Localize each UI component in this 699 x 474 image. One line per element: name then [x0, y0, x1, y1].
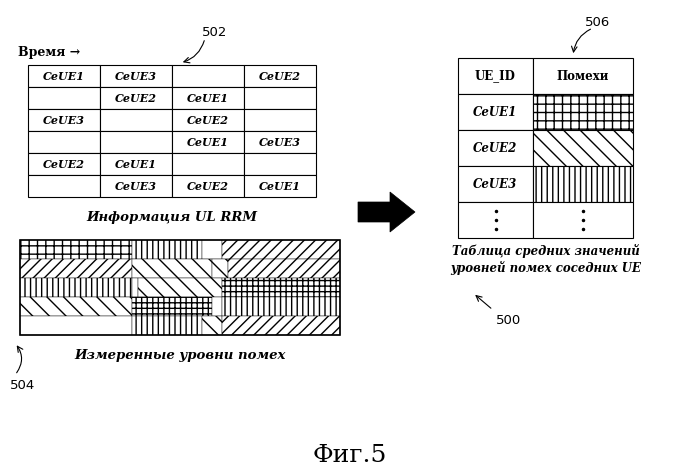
Bar: [533, 202, 633, 238]
Text: 502: 502: [202, 26, 228, 38]
Bar: [222, 316, 340, 335]
Bar: [100, 131, 172, 153]
Bar: [20, 259, 132, 278]
Text: CeUE3: CeUE3: [43, 115, 85, 126]
Bar: [100, 153, 172, 175]
Bar: [244, 87, 316, 109]
Bar: [138, 278, 222, 297]
Text: CeUE3: CeUE3: [115, 181, 157, 191]
Bar: [132, 316, 203, 335]
Bar: [172, 109, 244, 131]
Bar: [533, 130, 633, 166]
Bar: [244, 65, 316, 87]
Bar: [20, 278, 132, 297]
Bar: [212, 297, 222, 316]
Text: CeUE3: CeUE3: [115, 71, 157, 82]
Bar: [20, 297, 132, 316]
Bar: [132, 297, 212, 316]
Text: CeUE2: CeUE2: [259, 71, 301, 82]
Bar: [458, 94, 533, 130]
Bar: [28, 109, 100, 131]
Text: CeUE1: CeUE1: [187, 137, 229, 147]
Bar: [20, 316, 132, 335]
Bar: [132, 259, 212, 278]
Bar: [28, 175, 100, 197]
Bar: [172, 87, 244, 109]
Bar: [244, 175, 316, 197]
Bar: [458, 58, 533, 94]
Bar: [533, 166, 633, 202]
Bar: [222, 240, 340, 259]
Bar: [244, 153, 316, 175]
Bar: [244, 131, 316, 153]
Bar: [533, 58, 633, 94]
Bar: [28, 65, 100, 87]
Text: CeUE2: CeUE2: [115, 92, 157, 103]
Text: CeUE2: CeUE2: [187, 115, 229, 126]
Bar: [20, 240, 132, 259]
Bar: [222, 278, 340, 297]
Bar: [458, 130, 533, 166]
Bar: [28, 131, 100, 153]
Text: CeUE1: CeUE1: [473, 106, 518, 118]
Text: CeUE3: CeUE3: [259, 137, 301, 147]
Bar: [100, 109, 172, 131]
Bar: [132, 278, 138, 297]
Bar: [203, 316, 222, 335]
Text: UE_ID: UE_ID: [475, 70, 516, 82]
Bar: [172, 175, 244, 197]
Bar: [20, 240, 340, 335]
Bar: [172, 131, 244, 153]
Bar: [132, 240, 203, 259]
Text: 500: 500: [496, 314, 521, 327]
Bar: [172, 153, 244, 175]
Bar: [28, 87, 100, 109]
Text: CeUE2: CeUE2: [473, 142, 518, 155]
Bar: [533, 94, 633, 130]
Text: 506: 506: [585, 16, 611, 28]
Text: CeUE1: CeUE1: [259, 181, 301, 191]
Bar: [222, 297, 340, 316]
Bar: [100, 87, 172, 109]
Text: Информация UL RRM: Информация UL RRM: [87, 211, 257, 224]
Text: 504: 504: [10, 379, 35, 392]
Text: Измеренные уровни помех: Измеренные уровни помех: [74, 349, 286, 362]
Text: CeUE1: CeUE1: [43, 71, 85, 82]
Text: Таблица средних значений
уровней помех соседних UE: Таблица средних значений уровней помех с…: [450, 244, 641, 275]
Polygon shape: [358, 192, 415, 232]
Text: Время →: Время →: [18, 46, 80, 58]
Text: Фиг.5: Фиг.5: [313, 444, 387, 466]
Bar: [228, 259, 340, 278]
Bar: [212, 259, 228, 278]
Text: Помехи: Помехи: [557, 70, 610, 82]
Bar: [203, 240, 222, 259]
Text: CeUE2: CeUE2: [187, 181, 229, 191]
Bar: [172, 65, 244, 87]
Text: CeUE2: CeUE2: [43, 158, 85, 170]
Bar: [458, 166, 533, 202]
Text: CeUE3: CeUE3: [473, 177, 518, 191]
Bar: [458, 202, 533, 238]
Bar: [28, 153, 100, 175]
Bar: [100, 65, 172, 87]
Bar: [100, 175, 172, 197]
Text: CeUE1: CeUE1: [187, 92, 229, 103]
Text: CeUE1: CeUE1: [115, 158, 157, 170]
Bar: [244, 109, 316, 131]
